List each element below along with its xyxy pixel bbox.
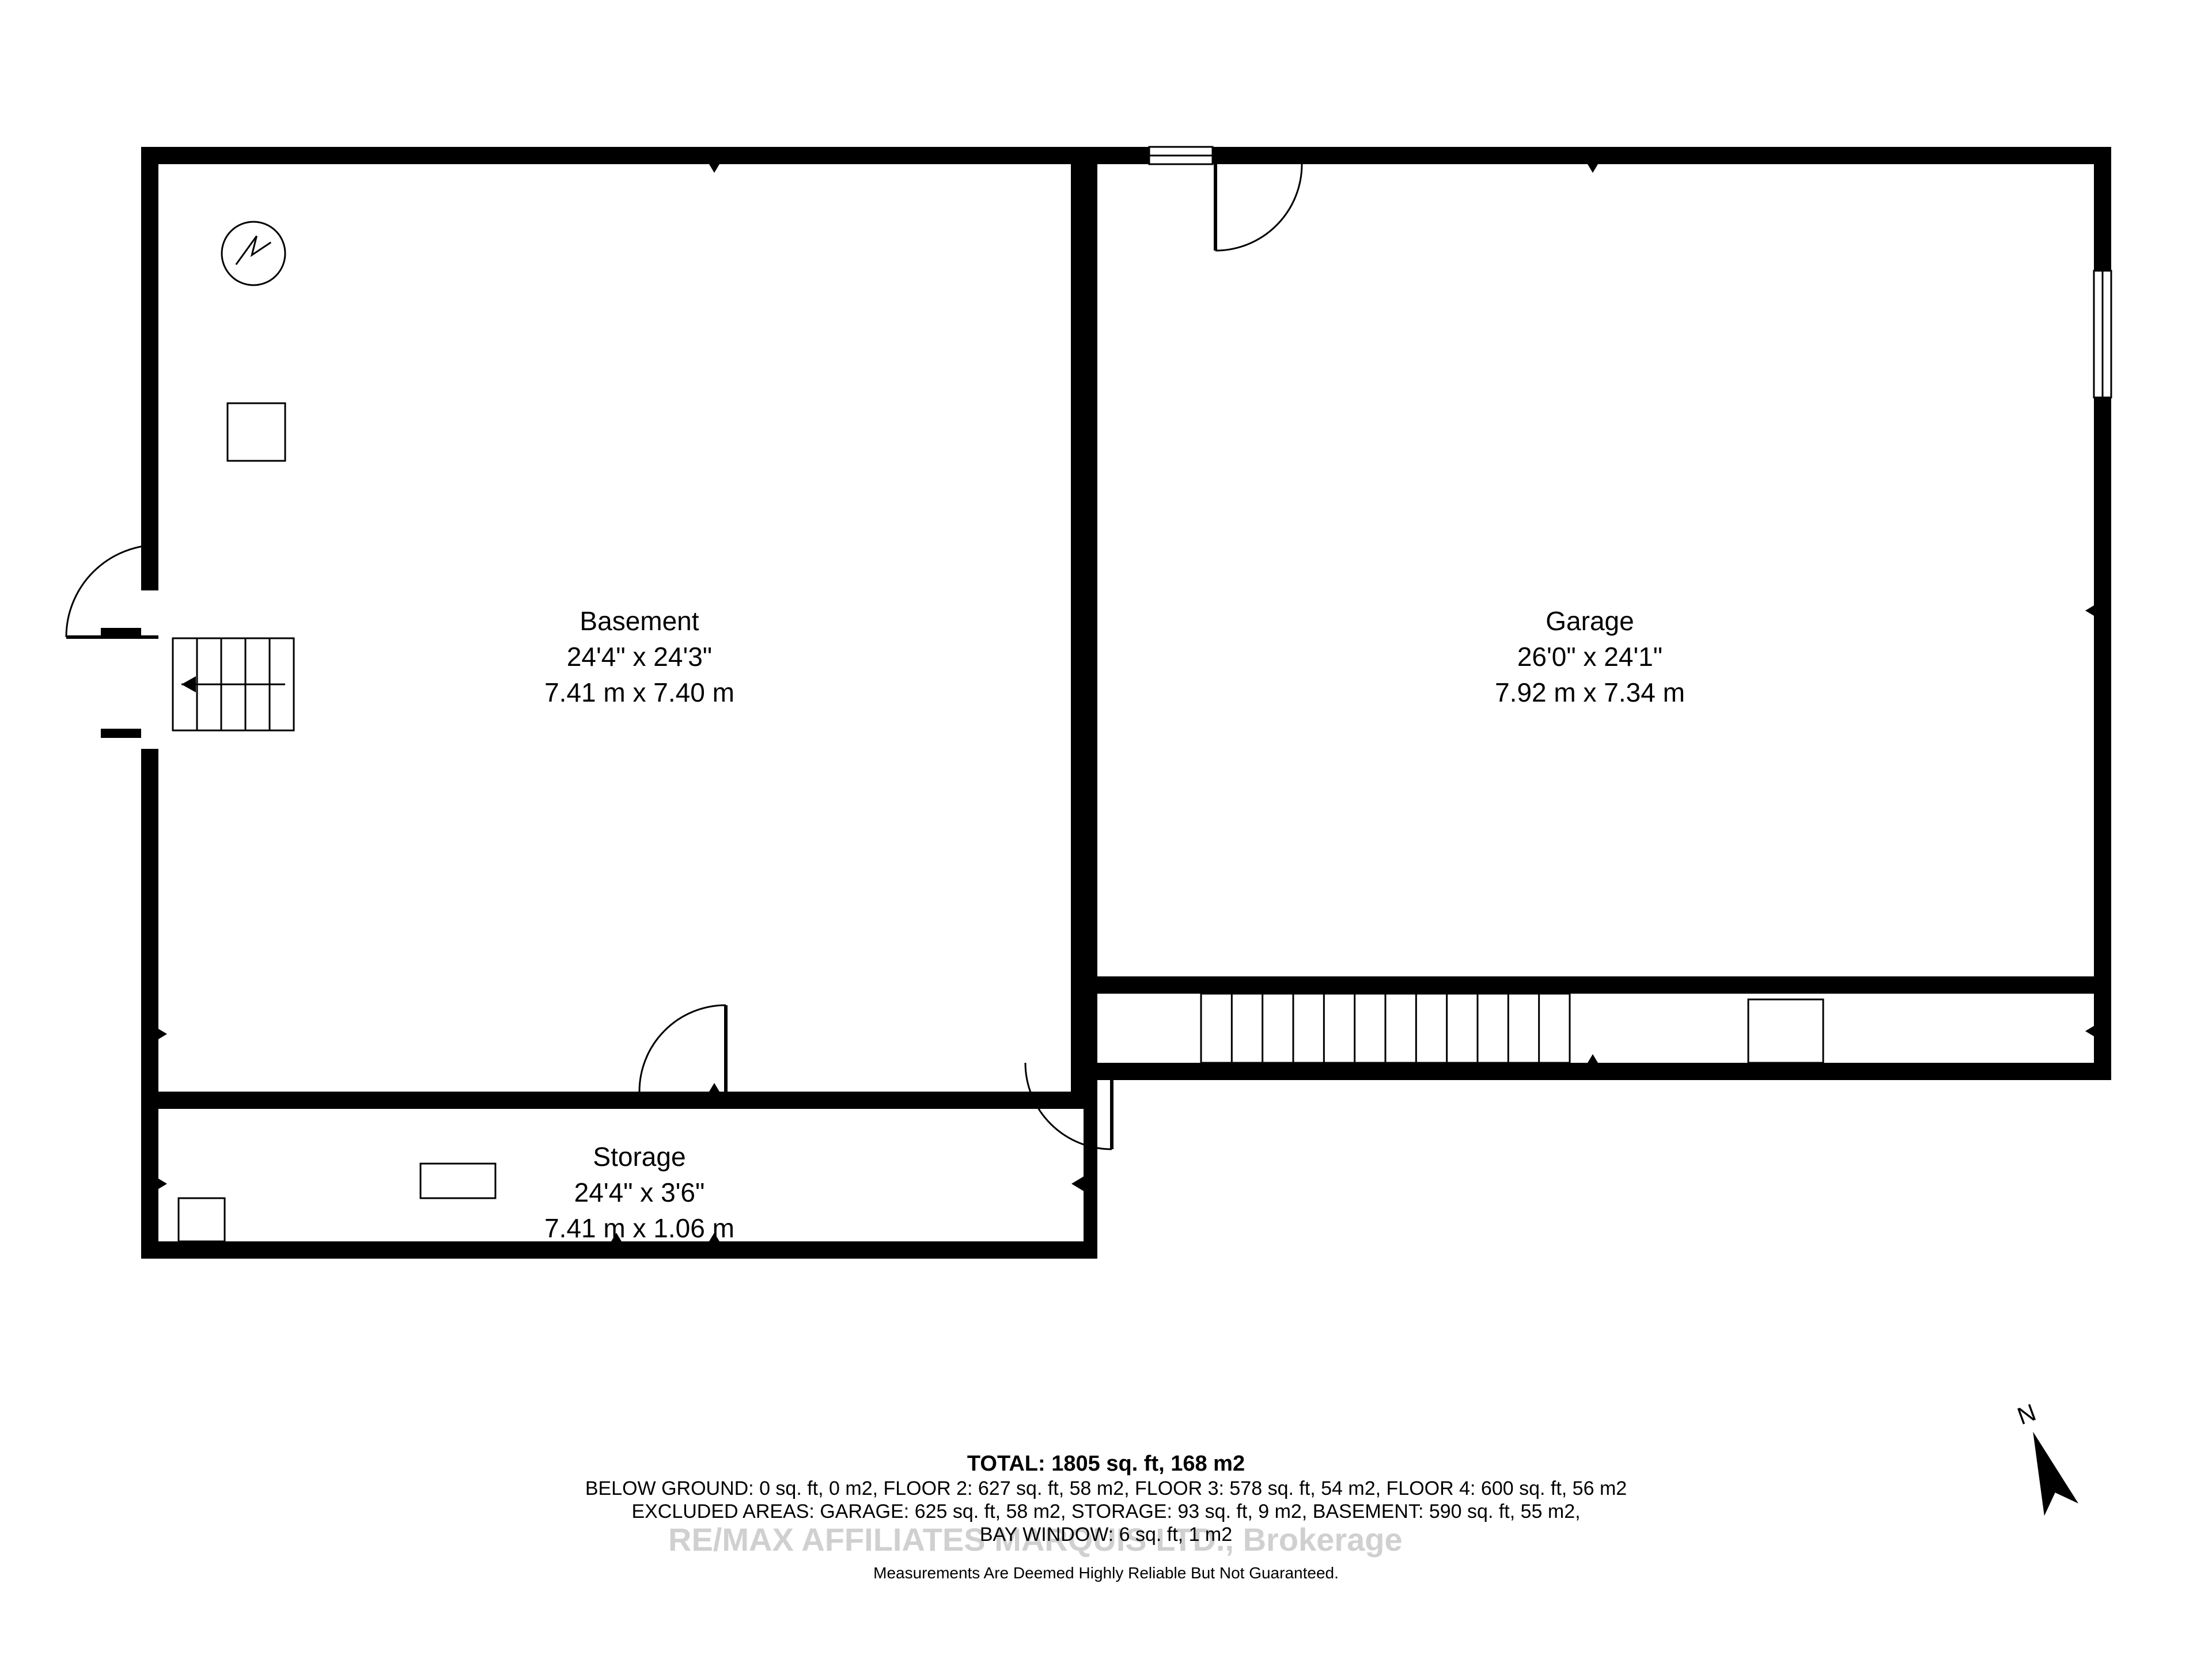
door-swing	[639, 1005, 726, 1092]
footer-disclaimer: Measurements Are Deemed Highly Reliable …	[873, 1564, 1339, 1582]
wall	[141, 147, 1097, 164]
electrical-symbol-icon	[222, 222, 285, 285]
basement-name: Basement	[579, 606, 699, 636]
footer-line-3: BAY WINDOW: 6 sq. ft, 1 m2	[980, 1524, 1232, 1546]
wall	[1097, 1063, 2111, 1080]
stairs	[173, 638, 294, 730]
wall	[141, 1092, 1097, 1109]
basement-label: Basement 24'4" x 24'3" 7.41 m x 7.40 m	[544, 603, 734, 710]
footer-total: TOTAL: 1805 sq. ft, 168 m2	[967, 1452, 1245, 1476]
storage-label: Storage 24'4" x 3'6" 7.41 m x 1.06 m	[544, 1139, 734, 1246]
basement-dim-imp: 24'4" x 24'3"	[567, 642, 712, 672]
total-value: 1805 sq. ft, 168 m2	[1051, 1452, 1245, 1476]
storage-dim-imp: 24'4" x 3'6"	[574, 1177, 705, 1207]
compass-north-icon: N	[2005, 1395, 2078, 1516]
garage-dim-met: 7.92 m x 7.34 m	[1495, 677, 1685, 707]
storage-dim-met: 7.41 m x 1.06 m	[544, 1213, 734, 1243]
wall	[1071, 147, 1097, 1109]
wall	[101, 729, 141, 738]
door-swing	[1215, 164, 1302, 251]
wall	[141, 147, 158, 590]
floor-plan-svg: N	[0, 0, 2212, 1659]
footer-line-1: BELOW GROUND: 0 sq. ft, 0 m2, FLOOR 2: 6…	[585, 1478, 1627, 1500]
wall	[1213, 147, 2111, 164]
basement-dim-met: 7.41 m x 7.40 m	[544, 677, 734, 707]
storage-name: Storage	[593, 1142, 685, 1172]
fixture-rect	[179, 1198, 225, 1241]
dimension-tick-icon	[1071, 1173, 1089, 1194]
fixture-rect	[1748, 999, 1823, 1063]
garage-dim-imp: 26'0" x 24'1"	[1517, 642, 1662, 672]
garage-label: Garage 26'0" x 24'1" 7.92 m x 7.34 m	[1495, 603, 1685, 710]
stairs	[1201, 994, 1570, 1063]
total-label: TOTAL:	[967, 1452, 1046, 1476]
wall	[1097, 147, 1149, 164]
garage-name: Garage	[1546, 606, 1634, 636]
fixture-rect	[228, 403, 285, 461]
fixture-rect	[421, 1164, 495, 1198]
footer-line-2: EXCLUDED AREAS: GARAGE: 625 sq. ft, 58 m…	[631, 1501, 1580, 1523]
wall	[1097, 976, 2111, 994]
svg-text:N: N	[2014, 1399, 2040, 1430]
